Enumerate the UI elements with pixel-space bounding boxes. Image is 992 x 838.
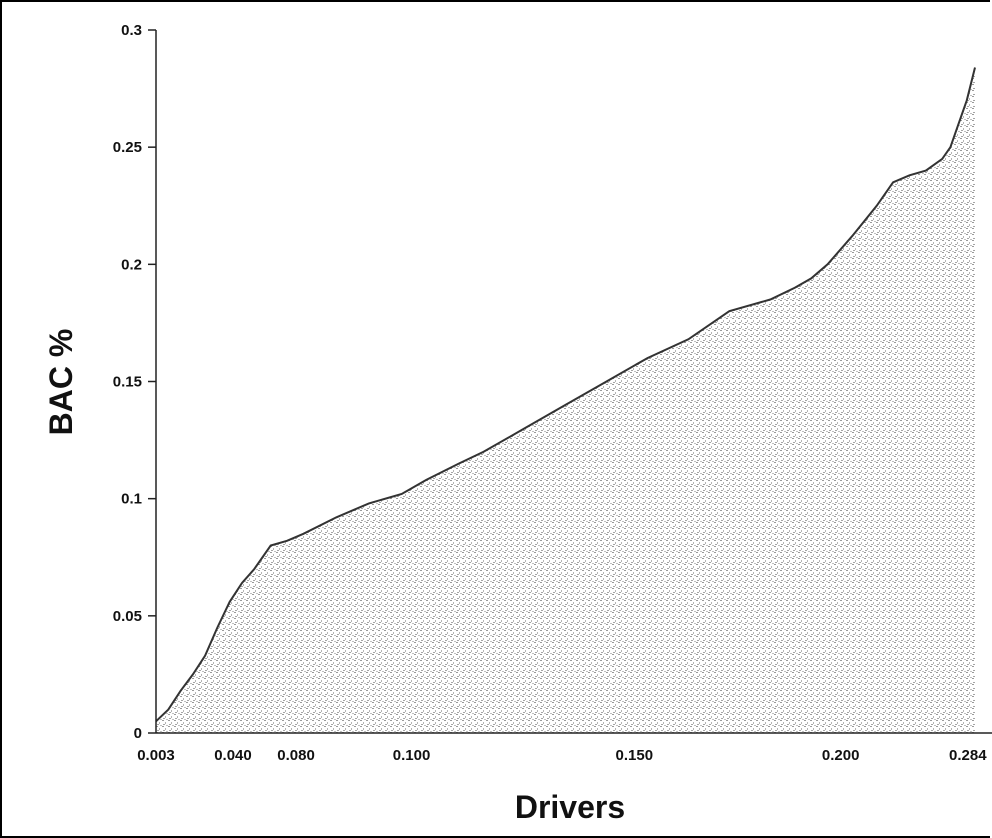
x-tick-label: 0.284 [949,747,987,764]
x-axis-title: Drivers [515,789,625,825]
y-tick-label: 0 [134,725,142,742]
bac-area-fill [156,67,975,733]
y-axis-title: BAC % [43,329,79,436]
y-tick-label: 0.3 [121,22,142,39]
x-tick-label: 0.200 [822,747,860,764]
plot-area [155,67,976,733]
y-axis: 0 0.05 0.1 0.15 0.2 0.25 0.3 [113,22,157,742]
x-tick-label: 0.100 [393,747,431,764]
y-tick-label: 0.2 [121,256,142,273]
x-tick-label: 0.080 [277,747,315,764]
y-tick-label: 0.15 [113,374,142,391]
x-tick-label: 0.150 [616,747,654,764]
x-tick-label: 0.040 [214,747,252,764]
x-tick-label: 0.003 [137,747,175,764]
y-tick-label: 0.25 [113,139,142,156]
bac-area-edge-line [155,67,976,723]
y-tick-label: 0.1 [121,491,142,508]
y-tick-label: 0.05 [113,608,142,625]
x-axis: 0.003 0.040 0.080 0.100 0.150 0.200 0.284 [137,732,992,764]
